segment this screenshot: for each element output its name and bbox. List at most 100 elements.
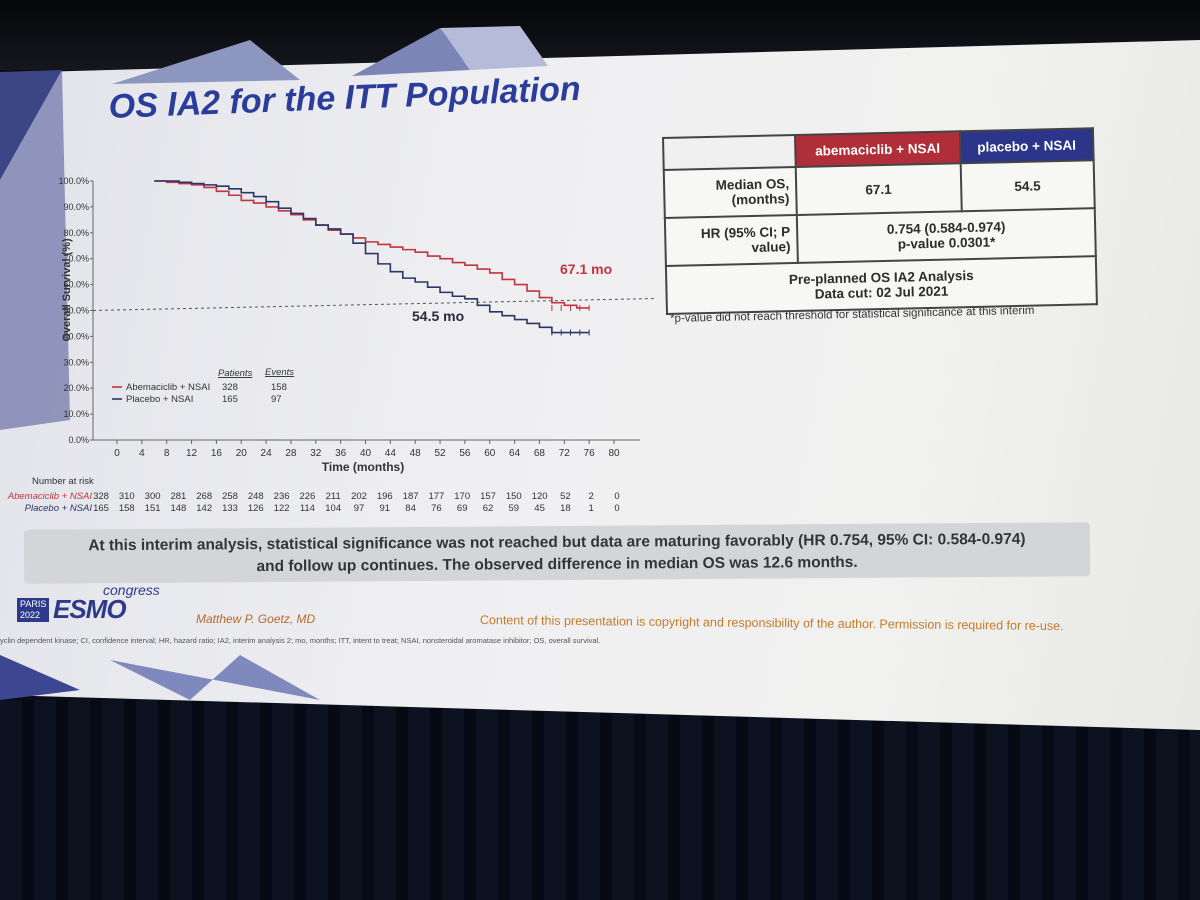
esmo-congress-logo: PARIS 2022 ESMO congress bbox=[15, 582, 165, 636]
risk-count: 0 bbox=[614, 503, 619, 514]
risk-count: 170 bbox=[454, 491, 470, 502]
y-tick-label: 40.0% bbox=[63, 331, 89, 341]
risk-count: 310 bbox=[119, 491, 135, 502]
legend-header-events: Events bbox=[265, 367, 294, 378]
y-tick-label: 60.0% bbox=[63, 280, 89, 290]
table-header-abemaciclib: abemaciclib + NSAI bbox=[794, 131, 961, 167]
x-tick-label: 56 bbox=[459, 448, 471, 459]
risk-count: 148 bbox=[170, 503, 186, 514]
risk-count: 281 bbox=[170, 491, 186, 502]
y-tick-label: 100.0% bbox=[58, 176, 89, 186]
chart-curves: 67.1 mo 54.5 mo bbox=[154, 180, 612, 336]
logo-city: PARIS bbox=[20, 599, 47, 609]
risk-count: 91 bbox=[380, 503, 391, 514]
legend-series-name: Placebo + NSAI bbox=[126, 394, 193, 405]
number-at-risk-table: Number at risk Abemaciclib + NSAI 328 310 30… bbox=[7, 476, 620, 514]
y-tick-label: 90.0% bbox=[63, 202, 89, 212]
y-axis-title: Overall Survival (%) bbox=[61, 238, 73, 342]
legend-patients: 165 bbox=[222, 394, 238, 405]
legend-events: 158 bbox=[271, 382, 287, 393]
risk-count: 1 bbox=[589, 503, 594, 514]
table-corner-cell bbox=[663, 134, 796, 170]
risk-row-label: Placebo + NSAI bbox=[25, 503, 93, 514]
risk-count: 122 bbox=[274, 503, 290, 514]
legend-series-name: Abemaciclib + NSAI bbox=[126, 382, 210, 393]
x-axis-title: Time (months) bbox=[322, 460, 404, 474]
risk-count: 268 bbox=[196, 491, 212, 502]
risk-count: 158 bbox=[119, 503, 135, 514]
median-reference-line bbox=[92, 298, 656, 311]
abbreviations-footnote: yclin dependent kinase; CI, confidence i… bbox=[0, 636, 601, 645]
chart-axes: 0.0% 10.0% 20.0% 30.0% 40.0% 50.0% 60.0% 70.0% 8… bbox=[58, 176, 656, 474]
risk-count: 126 bbox=[248, 503, 264, 514]
stage-curtain bbox=[0, 700, 1200, 900]
risk-count: 151 bbox=[145, 503, 161, 514]
chart-legend: Patients Events Abemaciclib + NSAI 328 158 Pl… bbox=[112, 367, 294, 405]
risk-count: 211 bbox=[326, 491, 341, 502]
y-tick-label: 80.0% bbox=[63, 228, 89, 238]
survival-curve-abemaciclib bbox=[154, 180, 590, 309]
y-tick-label: 50.0% bbox=[63, 306, 89, 316]
logo-year: 2022 bbox=[20, 610, 41, 620]
risk-count: 59 bbox=[509, 503, 520, 514]
risk-count: 2 bbox=[589, 491, 594, 502]
median-os-placebo: 54.5 bbox=[960, 160, 1095, 212]
risk-count: 187 bbox=[403, 491, 419, 502]
os-summary-table: abemaciclib + NSAI placebo + NSAI Median… bbox=[662, 127, 1098, 315]
hr-value-cell: 0.754 (0.584-0.974) p-value 0.0301* bbox=[796, 208, 1096, 263]
risk-count: 52 bbox=[560, 491, 571, 502]
risk-count: 76 bbox=[431, 503, 442, 514]
number-at-risk-title: Number at risk bbox=[32, 476, 94, 487]
risk-count: 165 bbox=[93, 503, 109, 514]
y-tick-label: 70.0% bbox=[63, 254, 89, 264]
risk-count: 236 bbox=[274, 491, 290, 502]
legend-patients: 328 bbox=[222, 382, 238, 393]
risk-count: 202 bbox=[351, 491, 367, 502]
risk-count: 258 bbox=[222, 491, 238, 502]
x-tick-label: 28 bbox=[285, 448, 297, 459]
conclusion-banner: At this interim analysis, statistical si… bbox=[23, 522, 1091, 584]
x-tick-label: 40 bbox=[360, 448, 372, 459]
y-tick-label: 10.0% bbox=[63, 409, 89, 419]
legend-events: 97 bbox=[271, 394, 282, 405]
risk-count: 104 bbox=[325, 503, 341, 514]
author-name: Matthew P. Goetz, MD bbox=[196, 612, 316, 626]
risk-count: 114 bbox=[300, 503, 315, 514]
x-tick-label: 32 bbox=[310, 448, 322, 459]
risk-count: 226 bbox=[299, 491, 315, 502]
y-tick-label: 20.0% bbox=[63, 383, 89, 393]
survival-curve-placebo bbox=[154, 180, 590, 334]
x-tick-label: 68 bbox=[534, 448, 546, 459]
x-tick-label: 20 bbox=[236, 448, 248, 459]
y-tick-label: 30.0% bbox=[63, 357, 89, 367]
risk-count: 248 bbox=[248, 491, 264, 502]
risk-count: 97 bbox=[354, 503, 365, 514]
x-tick-label: 16 bbox=[211, 448, 223, 459]
median-os-label: Median OS, (months) bbox=[663, 166, 797, 218]
x-tick-label: 48 bbox=[410, 448, 422, 459]
x-tick-label: 72 bbox=[559, 448, 571, 459]
risk-count: 300 bbox=[145, 491, 161, 502]
risk-count: 157 bbox=[480, 491, 496, 502]
risk-count: 133 bbox=[222, 503, 238, 514]
risk-count: 177 bbox=[428, 491, 444, 502]
median-os-abemaciclib: 67.1 bbox=[795, 163, 962, 215]
risk-count: 196 bbox=[377, 491, 393, 502]
x-tick-label: 4 bbox=[139, 448, 145, 459]
risk-count: 0 bbox=[614, 491, 619, 502]
median-label-placebo: 54.5 mo bbox=[412, 308, 464, 324]
median-label-abemaciclib: 67.1 mo bbox=[560, 261, 612, 277]
risk-count: 142 bbox=[196, 503, 212, 514]
risk-count: 150 bbox=[506, 491, 522, 502]
logo-congress: congress bbox=[103, 582, 160, 598]
risk-count: 45 bbox=[534, 503, 545, 514]
risk-count: 62 bbox=[483, 503, 494, 514]
x-tick-label: 52 bbox=[434, 448, 446, 459]
y-tick-label: 0.0% bbox=[68, 435, 89, 445]
hr-label: HR (95% CI; P value) bbox=[664, 214, 798, 266]
logo-mark: ESMO bbox=[53, 594, 127, 624]
x-tick-label: 8 bbox=[164, 448, 170, 459]
x-tick-label: 60 bbox=[484, 448, 496, 459]
legend-header-patients: Patients bbox=[218, 368, 253, 379]
